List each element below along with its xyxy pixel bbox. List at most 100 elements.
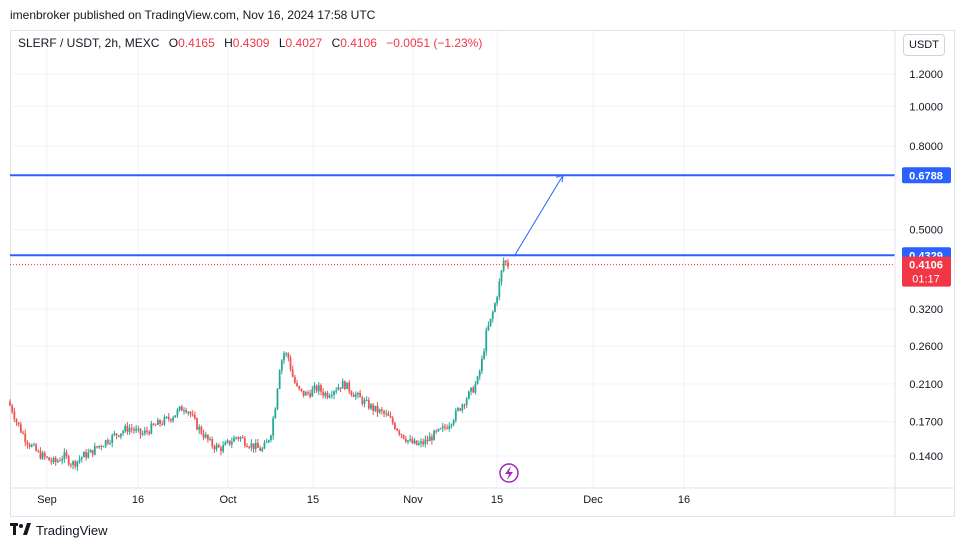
- x-tick-label: Nov: [403, 494, 423, 506]
- candle-body: [276, 388, 279, 409]
- candle-body: [24, 433, 27, 443]
- low-key: L: [278, 36, 286, 50]
- candle-body: [341, 381, 344, 389]
- candle-body: [187, 412, 190, 414]
- candle-body: [146, 430, 148, 432]
- grid-lines: [10, 31, 895, 488]
- candle-body: [48, 457, 51, 461]
- candle-body: [39, 451, 42, 459]
- candle-body: [376, 405, 379, 413]
- candle-body: [204, 434, 207, 438]
- candle-body: [246, 445, 248, 447]
- candle-body: [22, 432, 24, 434]
- x-tick-label: Oct: [219, 494, 236, 506]
- candle-body: [402, 434, 405, 439]
- candle-body: [178, 406, 181, 410]
- candle-body: [254, 442, 257, 450]
- candle-body: [476, 376, 479, 384]
- low-value: 0.4027: [285, 36, 323, 50]
- candle-body: [272, 418, 275, 436]
- candle-body: [478, 370, 481, 377]
- candle-body: [172, 417, 175, 421]
- y-tick-label: 1.0000: [909, 101, 943, 113]
- candle-body: [191, 414, 194, 416]
- publish-caption: imenbroker published on TradingView.com,…: [10, 8, 376, 22]
- candle-body: [15, 419, 18, 423]
- countdown-label: 01:17: [912, 274, 940, 286]
- candle-body: [50, 460, 53, 463]
- candle-body: [137, 428, 140, 430]
- candle-body: [209, 439, 211, 441]
- candle-body: [148, 431, 151, 434]
- candle-body: [59, 460, 61, 462]
- candle-body: [124, 425, 127, 432]
- candle-body: [143, 430, 146, 434]
- candle-body: [9, 401, 11, 406]
- open-value: 0.4165: [178, 36, 215, 50]
- candle-body: [378, 409, 381, 413]
- candle-body: [459, 408, 462, 411]
- candle-body: [348, 382, 351, 392]
- candle-body: [78, 459, 81, 462]
- candle-body: [85, 452, 88, 458]
- candle-body: [280, 360, 283, 371]
- candle-body: [435, 430, 438, 432]
- candle-body: [502, 260, 505, 271]
- footer-brand[interactable]: TradingView: [10, 523, 108, 538]
- candle-body: [317, 385, 320, 392]
- candle-body: [91, 449, 94, 455]
- candle-body: [189, 412, 192, 415]
- candle-body: [54, 457, 57, 463]
- candle-body: [328, 395, 331, 398]
- candle-body: [467, 391, 470, 399]
- candle-body: [424, 439, 427, 445]
- candle-body: [287, 353, 290, 358]
- candle-body: [446, 427, 449, 429]
- candle-body: [185, 410, 188, 413]
- candle-body: [196, 418, 198, 430]
- candle-body: [161, 423, 164, 425]
- candle-body: [202, 433, 205, 438]
- symbol-label: SLERF / USDT, 2h, MEXC: [18, 36, 160, 50]
- candle-body: [170, 419, 172, 421]
- candle-body: [61, 459, 64, 461]
- candle-body: [339, 387, 342, 389]
- candle-body: [130, 428, 133, 430]
- y-tick-label: 1.2000: [909, 69, 943, 81]
- candle-body: [426, 439, 429, 442]
- candle-body: [239, 437, 242, 439]
- projection-arrow: [513, 175, 564, 257]
- candle-body: [43, 452, 46, 457]
- candle-body: [243, 438, 246, 446]
- candle-body: [65, 452, 68, 457]
- candle-body: [87, 452, 90, 458]
- candle-body: [387, 413, 390, 417]
- candle-body: [252, 443, 255, 450]
- candle-body: [230, 441, 233, 445]
- candle-body: [320, 385, 322, 392]
- x-tick-label: 16: [132, 494, 144, 506]
- tradingview-logo-icon: [10, 523, 32, 538]
- candle-body: [106, 440, 109, 444]
- x-tick-label: 16: [678, 494, 690, 506]
- candle-body: [98, 445, 101, 448]
- candle-body: [248, 446, 251, 448]
- candle-body: [150, 423, 153, 434]
- candle-body: [257, 442, 259, 448]
- candle-body: [93, 446, 96, 455]
- currency-button[interactable]: USDT: [903, 34, 945, 56]
- candle-body: [485, 330, 488, 352]
- candle-body: [322, 391, 325, 396]
- candle-body: [428, 436, 431, 442]
- candle-body: [220, 447, 222, 452]
- candle-body: [313, 385, 316, 390]
- high-value: 0.4309: [232, 36, 270, 50]
- candle-body: [96, 446, 98, 448]
- candle-body: [200, 426, 203, 434]
- candle-body: [450, 424, 453, 426]
- candle-body: [30, 444, 33, 447]
- candles: [9, 257, 509, 472]
- candle-body: [163, 417, 166, 425]
